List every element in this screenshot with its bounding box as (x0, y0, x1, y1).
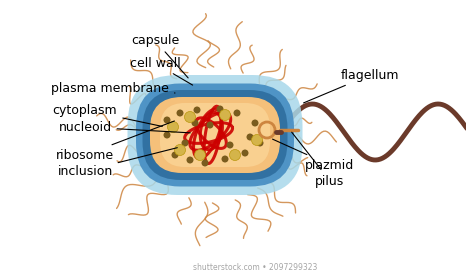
Circle shape (192, 120, 199, 127)
Circle shape (167, 122, 178, 132)
Text: ribosome: ribosome (56, 121, 174, 162)
Circle shape (164, 116, 171, 123)
Circle shape (171, 151, 178, 158)
FancyBboxPatch shape (136, 83, 294, 186)
Circle shape (177, 109, 184, 116)
Text: pilus: pilus (292, 132, 345, 188)
Circle shape (185, 111, 196, 123)
Text: plasma membrane: plasma membrane (51, 81, 175, 95)
Circle shape (201, 160, 208, 167)
FancyBboxPatch shape (160, 103, 270, 167)
FancyBboxPatch shape (128, 75, 302, 195)
Circle shape (252, 134, 262, 146)
FancyBboxPatch shape (150, 97, 280, 173)
Text: inclusion: inclusion (57, 148, 177, 178)
Circle shape (233, 109, 240, 116)
Text: nucleoid: nucleoid (58, 120, 190, 134)
Circle shape (219, 109, 231, 120)
Circle shape (256, 139, 263, 146)
Text: capsule: capsule (131, 34, 188, 78)
Text: flagellum: flagellum (303, 69, 399, 103)
Circle shape (181, 139, 189, 146)
Circle shape (206, 122, 213, 129)
Circle shape (221, 155, 228, 162)
Text: cytoplasm: cytoplasm (53, 104, 162, 127)
Circle shape (241, 150, 248, 157)
Circle shape (194, 150, 206, 160)
Circle shape (193, 106, 200, 113)
Circle shape (186, 157, 193, 164)
Circle shape (226, 141, 233, 148)
FancyBboxPatch shape (143, 90, 288, 180)
Text: plazmid: plazmid (273, 139, 355, 171)
Text: cell wall: cell wall (130, 57, 192, 85)
Circle shape (217, 106, 224, 113)
Circle shape (229, 150, 240, 160)
Circle shape (164, 132, 171, 139)
Circle shape (252, 120, 259, 127)
Circle shape (247, 134, 254, 141)
Circle shape (174, 144, 185, 155)
Text: shutterstock.com • 2097299323: shutterstock.com • 2097299323 (193, 263, 317, 272)
